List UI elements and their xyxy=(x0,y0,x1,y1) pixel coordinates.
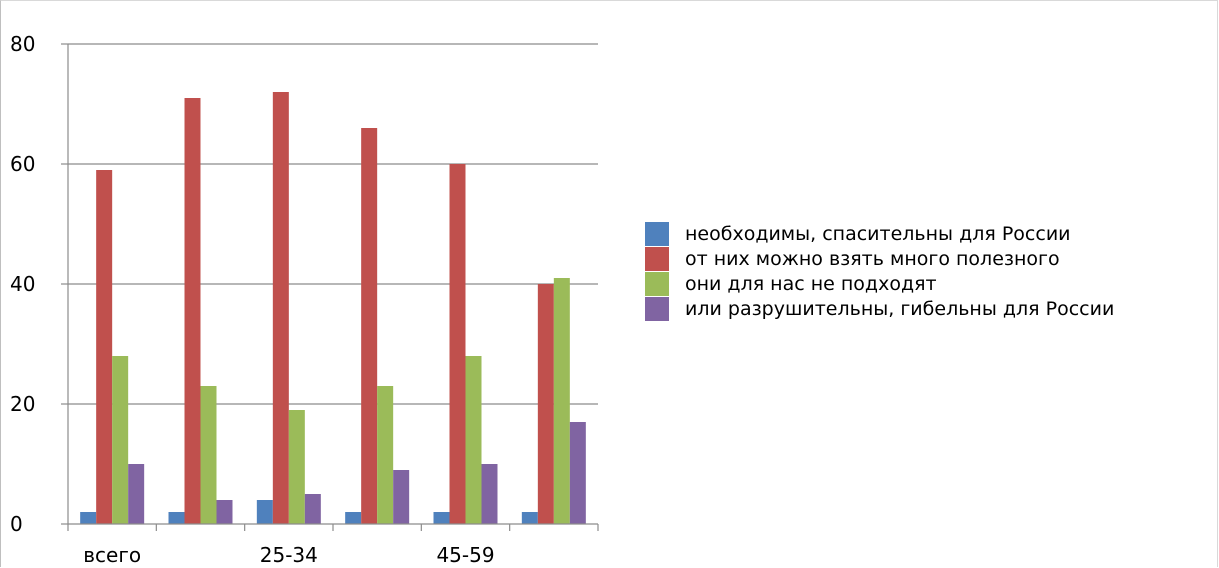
bar xyxy=(272,92,289,524)
bar xyxy=(184,98,201,524)
bar xyxy=(112,356,129,524)
axes xyxy=(61,43,599,531)
bar xyxy=(128,464,145,524)
x-tick-label: 25-34 xyxy=(260,543,318,567)
bar xyxy=(449,164,466,524)
bar xyxy=(465,356,482,524)
bar xyxy=(569,422,586,524)
bar xyxy=(288,410,305,524)
legend-label: от них можно взять много полезного xyxy=(685,247,1060,270)
legend-label: необходимы, спасительны для России xyxy=(685,222,1071,245)
legend-swatch xyxy=(645,296,669,321)
y-tick-label: 60 xyxy=(10,152,35,176)
bar xyxy=(537,284,554,524)
legend-label: или разрушительны, гибельны для России xyxy=(685,297,1115,320)
y-tick-label: 40 xyxy=(10,272,35,296)
legend-item: от них можно взять много полезного xyxy=(645,246,1114,271)
legend-label: они для нас не подходят xyxy=(685,272,937,295)
x-tick-labels: всего 25-34 45-59 xyxy=(83,543,494,567)
legend: необходимы, спасительны для России от ни… xyxy=(645,221,1114,321)
bars xyxy=(80,92,586,524)
x-tick-label: 45-59 xyxy=(436,543,494,567)
legend-swatch xyxy=(645,246,669,271)
y-tick-label: 0 xyxy=(10,512,23,536)
bar xyxy=(361,128,378,524)
legend-swatch xyxy=(645,221,669,246)
bar xyxy=(393,470,410,524)
bar xyxy=(256,500,273,524)
bar xyxy=(216,500,233,524)
gridlines xyxy=(68,43,598,405)
legend-item: или разрушительны, гибельны для России xyxy=(645,296,1114,321)
legend-item: они для нас не подходят xyxy=(645,271,1114,296)
bar xyxy=(304,494,321,524)
bar xyxy=(553,278,570,524)
bar xyxy=(377,386,394,524)
bar xyxy=(80,512,97,524)
legend-item: необходимы, спасительны для России xyxy=(645,221,1114,246)
bar xyxy=(433,512,450,524)
y-tick-labels: 0 20 40 60 80 xyxy=(10,32,35,536)
bar xyxy=(481,464,498,524)
bar xyxy=(200,386,217,524)
legend-swatch xyxy=(645,271,669,296)
y-tick-label: 20 xyxy=(10,392,35,416)
bar xyxy=(168,512,185,524)
x-tick-label: всего xyxy=(83,543,141,567)
bar xyxy=(521,512,538,524)
y-tick-label: 80 xyxy=(10,32,35,56)
bar xyxy=(96,170,113,524)
bar xyxy=(345,512,362,524)
